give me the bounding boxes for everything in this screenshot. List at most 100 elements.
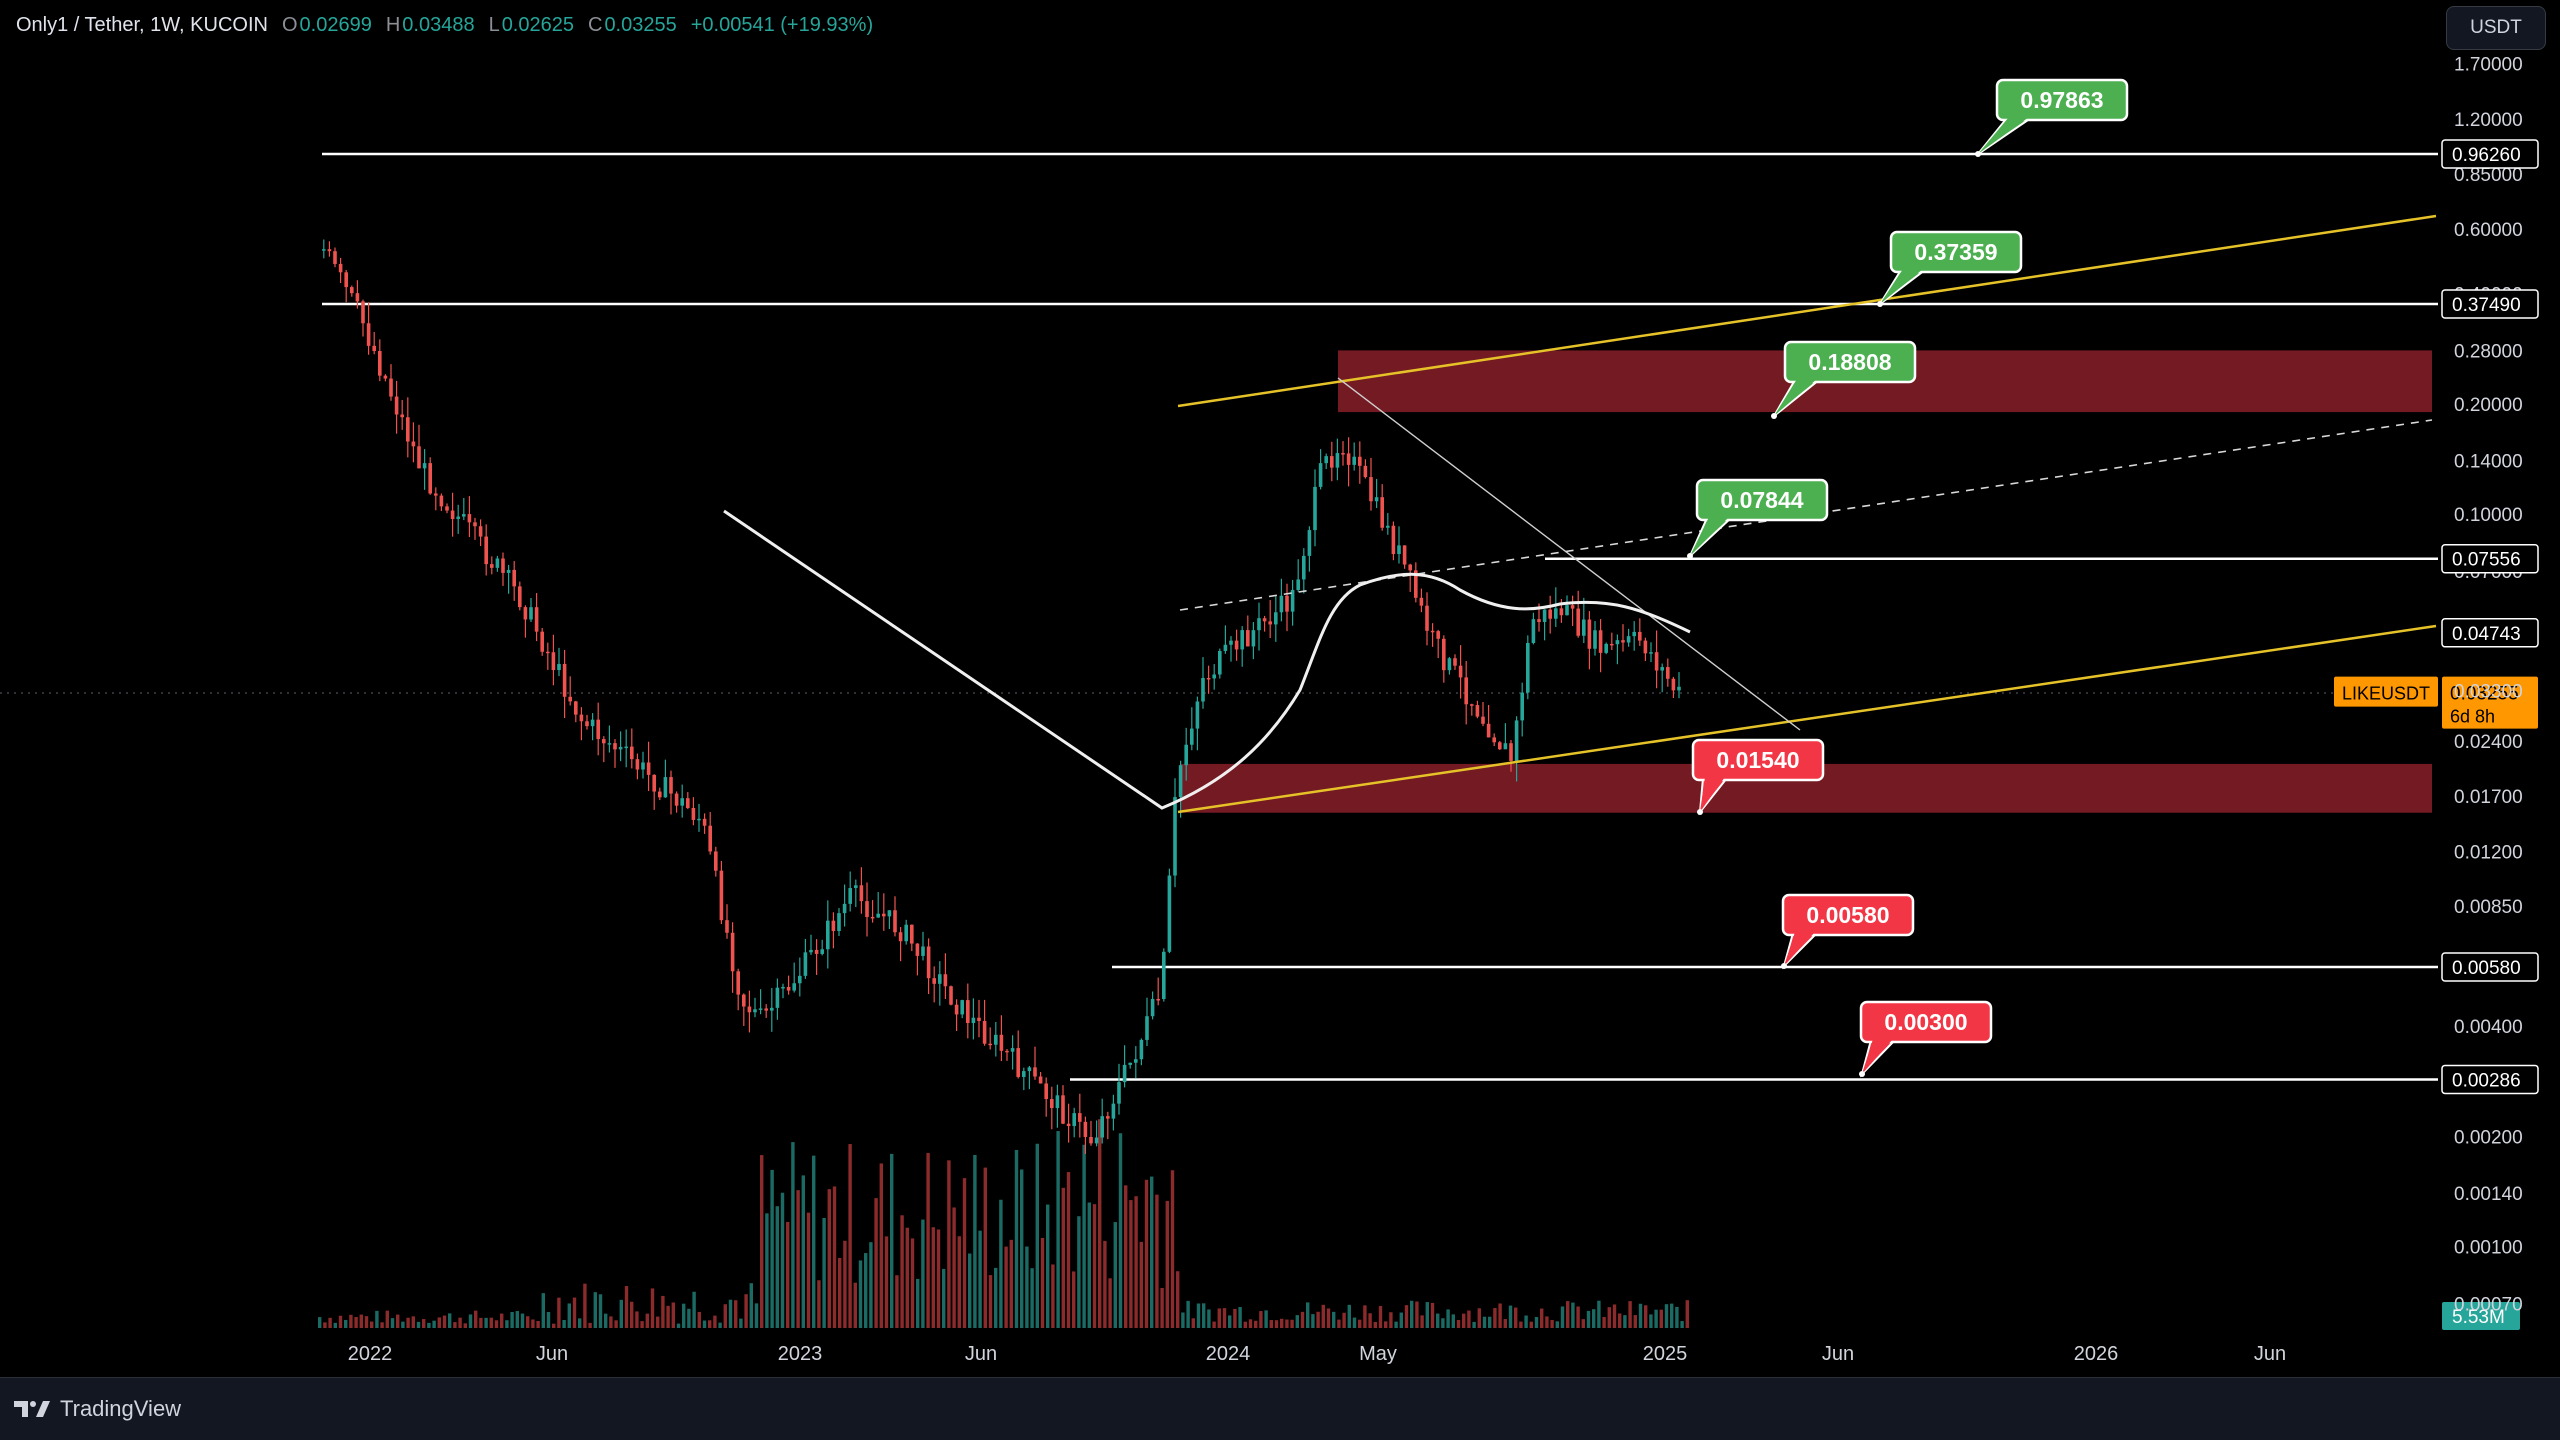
candle [1274, 612, 1278, 625]
volume-bar [1160, 1287, 1164, 1328]
price-level-tag[interactable] [2441, 543, 2539, 574]
target-callout-0.37359[interactable]: 0.37359 [1877, 230, 2023, 307]
callout-pointer-fill [1862, 1039, 1893, 1074]
candle [775, 987, 780, 1008]
callout-box [1995, 78, 2129, 122]
tradingview-logo-icon [14, 1401, 50, 1417]
volume-bar [364, 1316, 369, 1328]
moving-average-line[interactable] [723, 509, 1691, 810]
tradingview-branding[interactable]: TradingView [14, 1396, 181, 1422]
volume-bar [375, 1310, 379, 1328]
candle [585, 721, 589, 727]
volume-bar [921, 1219, 925, 1328]
candle [417, 446, 421, 469]
volume-bar [546, 1311, 551, 1328]
volume-bar [890, 1153, 894, 1328]
volume-bar [572, 1297, 577, 1328]
candle [568, 696, 572, 702]
callout-anchor-dot [1687, 553, 1693, 559]
target-callout-0.18808[interactable]: 0.18808 [1771, 340, 1917, 419]
candle [887, 910, 892, 917]
volume-bar [1675, 1306, 1679, 1328]
callout-anchor-dot [1859, 1071, 1865, 1077]
candle [1621, 640, 1625, 643]
upper-channel-trendline[interactable] [1177, 214, 2437, 408]
candle [1184, 744, 1188, 766]
volume-bar [390, 1318, 395, 1328]
candle [1548, 609, 1552, 619]
last-price-symbol-label: LIKEUSDT [2342, 684, 2430, 704]
volume-bar [947, 1160, 951, 1328]
volume-bar [739, 1318, 743, 1328]
candle [893, 910, 897, 933]
target-callout-0.00580[interactable]: 0.00580 [1781, 893, 1915, 970]
candle [1660, 667, 1664, 671]
target-callout-0.01540[interactable]: 0.01540 [1691, 738, 1825, 816]
volume-bar [931, 1227, 935, 1328]
volume-bar [702, 1320, 707, 1328]
volume-bar [957, 1236, 961, 1328]
candle [1458, 665, 1463, 678]
candle [1380, 497, 1384, 528]
volume-bar [697, 1311, 701, 1328]
volume-bar [370, 1321, 374, 1328]
volume-bar [1295, 1315, 1299, 1328]
currency-button[interactable]: USDT [2446, 6, 2546, 50]
last-price-symbol-tag[interactable] [2334, 676, 2438, 707]
target-callout-0.97863[interactable]: 0.97863 [1975, 78, 2129, 157]
last-price-value-tag[interactable] [2442, 676, 2538, 729]
volume-bar [1170, 1170, 1175, 1328]
volume-bar [552, 1323, 556, 1328]
lower-channel-trendline[interactable] [1177, 624, 2437, 814]
target-callout-0.07844[interactable]: 0.07844 [1687, 478, 1829, 559]
volume-bar [671, 1302, 675, 1328]
volume-bar [718, 1322, 722, 1328]
price-level-tag[interactable] [2441, 1064, 2539, 1095]
volume-bar [323, 1322, 327, 1328]
volume-bar [1352, 1317, 1357, 1328]
volume-bar [1248, 1319, 1253, 1328]
volume-bar [1373, 1321, 1377, 1328]
volume-bar [640, 1321, 644, 1328]
volume-bar [1186, 1300, 1190, 1328]
callout-label: 0.18808 [1808, 349, 1891, 375]
volume-bar [505, 1320, 509, 1328]
price-level-tag[interactable] [2441, 952, 2539, 982]
price-level-tag[interactable] [2441, 618, 2539, 648]
candle [361, 301, 365, 324]
volume-bar [692, 1291, 696, 1328]
volume-bar [1337, 1319, 1341, 1328]
volume-bar [1545, 1316, 1549, 1328]
candle [1078, 1113, 1082, 1122]
volume-bar [1597, 1300, 1601, 1328]
price-level-tag[interactable] [2441, 289, 2539, 319]
volume-bar [1425, 1302, 1429, 1328]
volume-bar [728, 1299, 733, 1328]
candle [1089, 1136, 1093, 1144]
volume-bar [1430, 1302, 1435, 1328]
volume-bar [1378, 1306, 1383, 1328]
price-level-tag[interactable] [2441, 139, 2539, 169]
candle [1414, 570, 1418, 598]
volume-bar [1555, 1321, 1559, 1328]
volume-bar [864, 1253, 868, 1328]
candle [1296, 579, 1300, 590]
candle [618, 746, 623, 750]
descending-trendline[interactable] [1337, 377, 1801, 731]
y-axis-tick-label: 0.10000 [2454, 505, 2523, 526]
symbol-title[interactable]: Only1 / Tether, 1W, KUCOIN [16, 13, 268, 36]
volume-bar [1285, 1319, 1289, 1328]
volume-bar [1358, 1319, 1362, 1328]
volume-bar [1066, 1172, 1071, 1328]
candle [1162, 951, 1166, 1000]
candle [1033, 1067, 1037, 1077]
target-callout-0.00300[interactable]: 0.00300 [1859, 1000, 1993, 1078]
x-axis-tick-label: May [1359, 1343, 1397, 1365]
x-axis-tick-label: 2024 [1206, 1343, 1251, 1365]
callout-anchor-dot [1771, 413, 1777, 419]
volume-value-tag[interactable] [2442, 1302, 2520, 1330]
volume-bar [760, 1155, 764, 1328]
volume-bar [458, 1317, 462, 1328]
volume-bar [1602, 1316, 1606, 1328]
